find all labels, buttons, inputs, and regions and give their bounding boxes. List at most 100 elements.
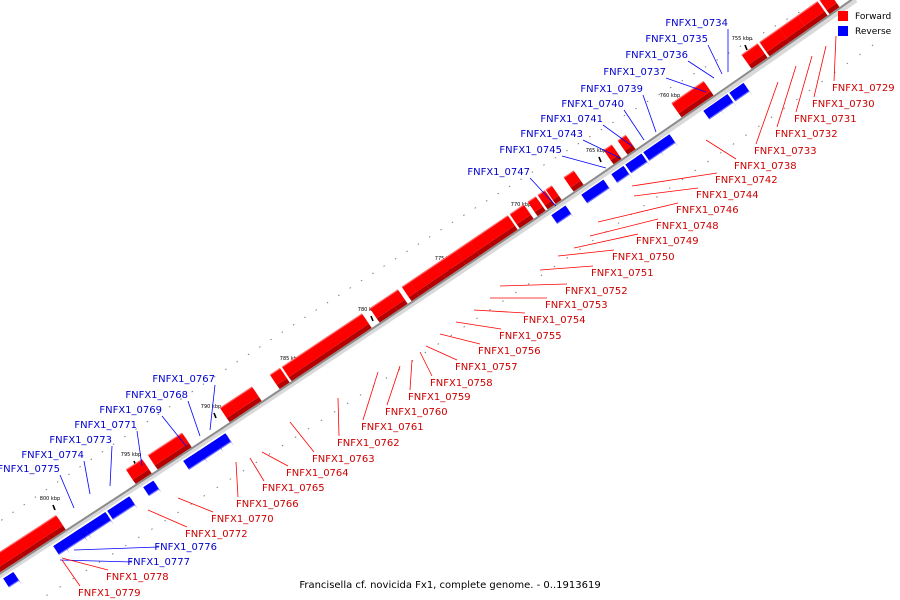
forward-gene-label[interactable]: FNFX1_0755 [499,331,562,342]
forward-gene-label[interactable]: FNFX1_0746 [676,205,739,216]
forward-gene[interactable] [527,196,546,217]
forward-gene[interactable] [759,27,790,57]
forward-gene[interactable] [125,458,152,484]
forward-gene-label[interactable]: FNFX1_0732 [775,129,838,140]
forward-gene[interactable] [219,400,240,423]
forward-gene[interactable] [469,232,492,256]
reverse-gene[interactable] [3,572,22,588]
forward-gene[interactable] [13,525,50,557]
forward-gene-label[interactable]: FNFX1_0738 [734,161,797,172]
forward-gene-label[interactable]: FNFX1_0733 [754,146,817,157]
forward-gene-label[interactable]: FNFX1_0744 [696,190,759,201]
forward-gene[interactable] [671,80,714,118]
forward-gene[interactable] [741,43,768,69]
forward-gene-label[interactable]: FNFX1_0756 [478,346,541,357]
reverse-gene[interactable] [61,529,88,550]
forward-gene-label[interactable]: FNFX1_0770 [211,514,274,525]
forward-gene-label[interactable]: FNFX1_0742 [715,175,778,186]
forward-gene-label[interactable]: FNFX1_0766 [236,499,299,510]
forward-gene-label[interactable]: FNFX1_0731 [794,114,857,125]
forward-gene-label[interactable]: FNFX1_0772 [185,529,248,540]
reverse-gene-label[interactable]: FNFX1_0771 [74,420,137,431]
reverse-gene[interactable] [83,512,114,536]
forward-gene[interactable] [39,521,56,541]
reverse-gene-label[interactable]: FNFX1_0741 [540,114,603,125]
forward-gene[interactable] [269,367,290,390]
forward-gene-label[interactable]: FNFX1_0751 [591,268,654,279]
forward-gene[interactable] [481,215,518,248]
forward-gene-label[interactable]: FNFX1_0750 [612,252,675,263]
reverse-gene[interactable] [729,83,753,102]
reverse-gene-label[interactable]: FNFX1_0734 [665,18,728,29]
reverse-gene[interactable] [215,433,234,449]
forward-gene[interactable] [797,1,828,30]
forward-gene[interactable] [779,15,808,43]
forward-gene[interactable] [229,386,262,416]
forward-gene[interactable] [509,204,534,229]
reverse-gene-label[interactable]: FNFX1_0774 [21,450,84,461]
reverse-gene-label[interactable]: FNFX1_0739 [580,84,643,95]
reverse-gene-label[interactable]: FNFX1_0743 [520,129,583,140]
forward-gene[interactable] [545,185,562,204]
reverse-gene[interactable] [53,540,70,555]
forward-gene[interactable] [435,250,466,279]
forward-gene-label[interactable]: FNFX1_0763 [312,454,375,465]
reverse-gene-label[interactable]: FNFX1_0736 [625,50,688,61]
reverse-gene[interactable] [625,153,651,174]
forward-gene[interactable] [419,263,446,290]
forward-gene-label[interactable]: FNFX1_0749 [636,236,699,247]
reverse-gene[interactable] [581,179,613,204]
gene-side [409,281,420,296]
forward-gene-label[interactable]: FNFX1_0765 [262,483,325,494]
forward-gene-label[interactable]: FNFX1_0757 [455,362,518,373]
forward-gene-label[interactable]: FNFX1_0779 [78,588,141,599]
forward-gene-label[interactable]: FNFX1_0754 [523,315,586,326]
reverse-gene[interactable] [611,165,633,183]
reverse-gene-label[interactable]: FNFX1_0776 [154,542,217,553]
reverse-gene-label[interactable]: FNFX1_0737 [603,67,666,78]
reverse-gene-label[interactable]: FNFX1_0767 [152,374,215,385]
gene-shade [826,3,840,15]
reverse-gene-label[interactable]: FNFX1_0777 [127,557,190,568]
reverse-gene[interactable] [197,439,224,461]
forward-gene-label[interactable]: FNFX1_0778 [106,572,169,583]
forward-gene[interactable] [617,134,636,155]
forward-gene-label[interactable]: FNFX1_0730 [812,99,875,110]
forward-gene[interactable] [455,240,480,265]
forward-gene-label[interactable]: FNFX1_0760 [385,407,448,418]
reverse-gene-label[interactable]: FNFX1_0735 [645,34,708,45]
forward-gene-label[interactable]: FNFX1_0758 [430,378,493,389]
forward-gene[interactable] [147,432,192,470]
reverse-gene[interactable] [643,143,665,161]
reverse-gene-label[interactable]: FNFX1_0745 [499,145,562,156]
reverse-gene[interactable] [715,94,737,112]
forward-gene[interactable] [401,281,420,302]
forward-gene[interactable] [369,295,398,323]
reverse-gene-label[interactable]: FNFX1_0740 [561,99,624,110]
reverse-gene-label[interactable]: FNFX1_0768 [125,390,188,401]
reverse-gene[interactable] [655,134,679,153]
reverse-gene-label[interactable]: FNFX1_0775 [0,464,60,475]
reverse-gene[interactable] [183,450,208,470]
forward-gene-label[interactable]: FNFX1_0759 [408,392,471,403]
forward-gene[interactable] [563,170,584,192]
reverse-gene[interactable] [551,205,574,224]
forward-gene[interactable] [0,542,24,573]
reverse-gene[interactable] [703,102,725,120]
forward-gene-label[interactable]: FNFX1_0764 [286,468,349,479]
forward-gene-label[interactable]: FNFX1_0748 [656,221,719,232]
forward-gene[interactable] [281,313,372,382]
reverse-gene-label[interactable]: FNFX1_0773 [49,435,112,446]
forward-gene-label[interactable]: FNFX1_0752 [565,286,628,297]
forward-gene[interactable] [409,274,430,296]
reverse-gene[interactable] [107,496,138,520]
forward-gene-label[interactable]: FNFX1_0753 [545,300,608,311]
forward-gene-label[interactable]: FNFX1_0762 [337,438,400,449]
reverse-gene-label[interactable]: FNFX1_0747 [467,167,530,178]
reverse-gene-label[interactable]: FNFX1_0769 [99,405,162,416]
forward-gene[interactable] [819,0,840,15]
forward-gene-label[interactable]: FNFX1_0729 [832,83,895,94]
forward-gene[interactable] [537,190,555,210]
reverse-gene[interactable] [143,480,162,497]
forward-gene-label[interactable]: FNFX1_0761 [361,422,424,433]
